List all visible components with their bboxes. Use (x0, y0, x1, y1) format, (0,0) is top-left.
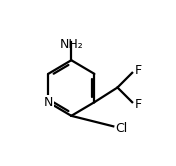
Text: F: F (134, 64, 141, 77)
Text: F: F (134, 98, 141, 111)
Text: N: N (43, 96, 53, 109)
Text: NH₂: NH₂ (59, 38, 83, 51)
Text: Cl: Cl (115, 122, 128, 135)
